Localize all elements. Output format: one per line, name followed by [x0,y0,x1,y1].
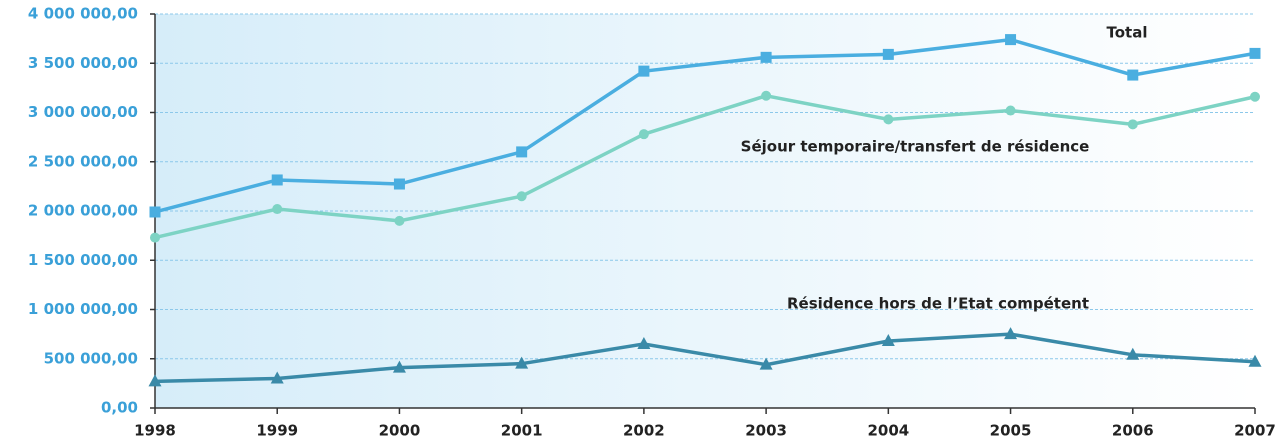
marker [271,174,283,186]
marker [882,48,894,60]
marker [883,114,894,125]
y-tick-label: 3 000 000,00 [28,103,138,121]
y-tick-label: 3 500 000,00 [28,54,138,72]
marker [1248,354,1262,367]
series-line [154,332,1256,384]
x-tick-label: 2005 [990,422,1032,440]
marker [393,178,405,190]
y-tick-label: 0,00 [101,399,138,417]
series-label: Résidence hors de l’Etat compétent [787,295,1089,313]
x-tick-label: 2004 [867,422,909,440]
series-label: Total [1107,24,1148,42]
marker [1127,69,1139,81]
marker [1127,119,1138,130]
series-line [154,37,1256,214]
marker [1250,91,1260,102]
marker [1249,47,1261,59]
series-line [154,93,1256,240]
marker [1005,105,1016,116]
x-tick-label: 2000 [379,422,421,440]
marker [1005,34,1017,46]
x-tick-label: 2001 [501,422,543,440]
marker [150,232,160,243]
marker [394,215,405,226]
marker [1126,347,1140,360]
marker [516,191,527,202]
y-tick-label: 500 000,00 [44,349,138,367]
marker [760,51,772,63]
y-tick-label: 1 000 000,00 [28,300,138,318]
marker [638,65,650,77]
y-tick-label: 2 500 000,00 [28,152,138,170]
x-tick-label: 2007 [1234,422,1276,440]
marker [392,360,406,373]
x-tick-label: 1999 [256,422,298,440]
y-tick-label: 1 500 000,00 [28,251,138,269]
y-tick-label: 2 000 000,00 [28,202,138,220]
marker [761,90,772,101]
marker [272,204,283,215]
marker [1004,327,1018,340]
marker [638,129,649,140]
marker [149,206,161,218]
marker [881,334,895,347]
marker [637,336,651,349]
series-label: Séjour temporaire/transfert de résidence [741,138,1090,156]
x-tick-label: 1998 [134,422,176,440]
marker [515,356,529,369]
marker [516,146,528,158]
marker [759,357,773,370]
marker [148,374,162,387]
marker [270,371,284,384]
y-tick-label: 4 000 000,00 [28,5,138,23]
x-tick-label: 2002 [623,422,665,440]
x-tick-label: 2006 [1112,422,1154,440]
x-tick-label: 2003 [745,422,787,440]
